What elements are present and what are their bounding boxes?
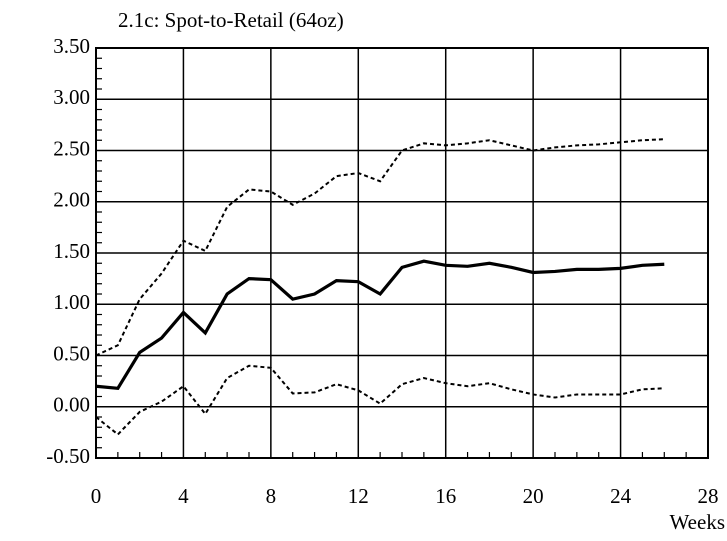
- y-tick-label: 1.00: [53, 290, 90, 314]
- x-tick-label: 28: [698, 484, 719, 508]
- y-tick-label: 2.00: [53, 188, 90, 212]
- x-tick-label: 24: [610, 484, 632, 508]
- chart-title: 2.1c: Spot-to-Retail (64oz): [118, 8, 344, 32]
- x-tick-label: 20: [523, 484, 544, 508]
- data-line: [95, 364, 665, 436]
- data-line: [95, 259, 665, 390]
- y-tick-label: 1.50: [53, 239, 90, 263]
- x-tick-label: 16: [435, 484, 456, 508]
- x-tick-label: 8: [266, 484, 277, 508]
- y-tick-label: -0.50: [46, 444, 90, 468]
- x-tick-label: 12: [348, 484, 369, 508]
- y-tick-label: 0.00: [53, 393, 90, 417]
- y-tick-label: 3.00: [53, 85, 90, 109]
- y-tick-label: 2.50: [53, 136, 90, 160]
- y-tick-label: 0.50: [53, 341, 90, 365]
- x-tick-label: 4: [178, 484, 189, 508]
- x-tick-label: 0: [91, 484, 102, 508]
- y-tick-label: 3.50: [53, 34, 90, 58]
- plot-frame: [95, 47, 709, 459]
- data-line: [95, 138, 665, 357]
- x-axis-label: Weeks: [670, 510, 725, 534]
